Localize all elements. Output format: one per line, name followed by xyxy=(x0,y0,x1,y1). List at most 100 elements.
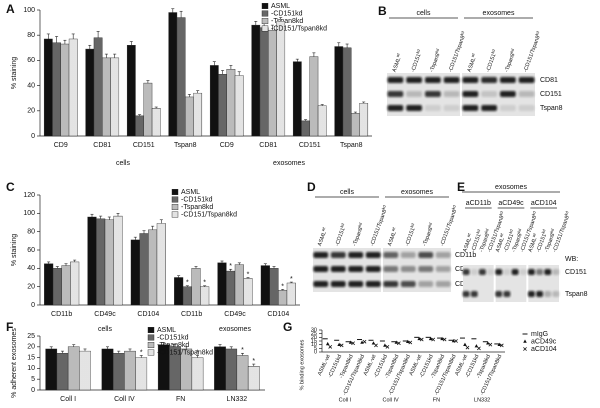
blot-header: aCD104 xyxy=(531,200,557,207)
blot-band xyxy=(500,91,516,97)
error-bar xyxy=(270,24,274,31)
blot-band xyxy=(481,91,497,97)
lane-name: -Tspan8 xyxy=(429,53,441,73)
error-bar xyxy=(142,230,146,234)
blot-band xyxy=(481,105,497,111)
blot-band xyxy=(418,281,434,287)
bar xyxy=(260,265,270,306)
bar xyxy=(85,48,95,137)
error-bar xyxy=(107,216,111,220)
bar xyxy=(334,46,344,137)
bar xyxy=(61,265,71,306)
error-bar xyxy=(90,213,94,217)
error-bar xyxy=(106,346,109,349)
lane-sup: wt xyxy=(390,225,396,231)
lane-name: ASML xyxy=(317,231,328,247)
error-bar xyxy=(72,344,76,347)
bar xyxy=(168,12,178,137)
y-tick-label: 20 xyxy=(27,344,35,351)
blot-header: aCD49c xyxy=(498,200,524,207)
marker xyxy=(442,337,447,342)
marker xyxy=(451,339,456,343)
bar xyxy=(217,262,227,306)
legend-label: -CD151kd xyxy=(271,10,303,17)
lane-name: ASML xyxy=(495,237,506,253)
marker xyxy=(325,341,330,346)
lane-label: -Tspan8kd xyxy=(350,222,366,247)
bar xyxy=(79,350,91,391)
blot-band xyxy=(443,91,460,97)
lane-label: -CD151/Tspan8kd xyxy=(446,30,469,73)
lane-label: -CD151kd xyxy=(332,222,348,247)
blot-band xyxy=(330,281,346,287)
y-axis-label: % staining xyxy=(11,57,18,89)
legend-label: aCD49c xyxy=(531,338,557,345)
lane-label: -CD151/Tspan8kd xyxy=(521,30,544,73)
blot-band xyxy=(313,281,329,287)
blot-band xyxy=(425,77,441,83)
marker xyxy=(383,343,387,347)
blot-band xyxy=(425,105,441,111)
lane-sup: kd xyxy=(498,210,504,216)
error-bar xyxy=(88,44,92,50)
lane-sup: kd xyxy=(507,228,513,234)
row-label: CD151 xyxy=(565,269,587,276)
group-label: cells xyxy=(116,160,131,167)
error-bar xyxy=(55,266,59,269)
blot-band xyxy=(418,266,434,272)
error-bar xyxy=(179,10,183,18)
blot-band xyxy=(313,266,329,272)
blot-band xyxy=(387,105,404,111)
x-tick-label: CD11b xyxy=(51,311,72,318)
bar xyxy=(139,233,149,306)
y-tick-label: 25 xyxy=(27,333,35,340)
blot-band xyxy=(348,252,364,258)
marker xyxy=(394,340,399,344)
lane-label: -CD151/Tspan8kd xyxy=(367,204,390,247)
blot-band xyxy=(519,269,527,275)
lane-sup: kd xyxy=(516,228,522,234)
marker xyxy=(486,341,490,345)
marker xyxy=(454,339,458,343)
blot-band xyxy=(406,77,422,83)
blot-band xyxy=(383,281,399,287)
bar xyxy=(225,348,238,391)
bar xyxy=(130,239,140,306)
lane-name: -CD151/Tspan8 xyxy=(523,35,542,73)
lane-label: -Tspan8kd xyxy=(502,48,518,73)
group-label: FN xyxy=(433,397,440,403)
bar xyxy=(292,61,302,137)
error-bar xyxy=(99,215,103,219)
error-bar xyxy=(177,275,181,278)
bar xyxy=(269,268,279,306)
lane-sup: kd xyxy=(426,222,432,228)
lane-name: -Tspan8 xyxy=(422,227,434,247)
y-axis-label: % staining xyxy=(11,234,18,266)
bar xyxy=(191,357,204,391)
y-tick-label: 80 xyxy=(27,229,35,236)
marker xyxy=(488,342,493,347)
blot-band xyxy=(348,281,364,287)
error-bar xyxy=(229,268,233,272)
y-tick-label: 60 xyxy=(27,57,35,64)
lane-name: ASML xyxy=(387,231,398,247)
legend-label: ASML xyxy=(271,3,290,10)
lane-sup: kd xyxy=(534,30,540,36)
error-bar xyxy=(272,266,276,269)
bar xyxy=(126,45,136,137)
bar xyxy=(67,346,80,391)
y-tick-label: 20 xyxy=(27,284,35,291)
blot-band xyxy=(462,269,470,275)
error-bar xyxy=(220,260,224,263)
blot-band xyxy=(481,77,497,83)
lane-sup: kd xyxy=(508,48,514,54)
lane-label: ASMLwt xyxy=(460,231,475,253)
error-bar xyxy=(49,346,53,349)
bar xyxy=(193,92,203,137)
marker xyxy=(477,346,481,351)
error-bar xyxy=(173,344,177,347)
x-tick-label: CD104 xyxy=(137,311,159,318)
error-bar xyxy=(46,33,50,39)
significance-star: * xyxy=(186,280,189,287)
bar xyxy=(317,105,327,137)
